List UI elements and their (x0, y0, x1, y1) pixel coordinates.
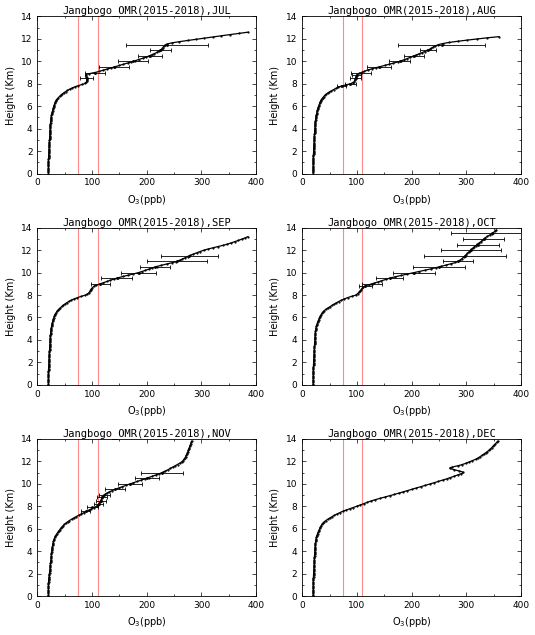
X-axis label: O$_3$(ppb): O$_3$(ppb) (392, 615, 431, 629)
Y-axis label: Height (Km): Height (Km) (270, 488, 280, 547)
Y-axis label: Height (Km): Height (Km) (5, 488, 16, 547)
Title: Jangbogo_OMR(2015-2018),OCT: Jangbogo_OMR(2015-2018),OCT (327, 217, 496, 228)
Y-axis label: Height (Km): Height (Km) (5, 65, 16, 124)
Title: Jangbogo_OMR(2015-2018),AUG: Jangbogo_OMR(2015-2018),AUG (327, 6, 496, 17)
X-axis label: O$_3$(ppb): O$_3$(ppb) (127, 193, 167, 207)
X-axis label: O$_3$(ppb): O$_3$(ppb) (127, 404, 167, 418)
Title: Jangbogo_OMR(2015-2018),DEC: Jangbogo_OMR(2015-2018),DEC (327, 428, 496, 439)
Y-axis label: Height (Km): Height (Km) (270, 277, 280, 336)
Y-axis label: Height (Km): Height (Km) (5, 277, 16, 336)
Title: Jangbogo_OMR(2015-2018),SEP: Jangbogo_OMR(2015-2018),SEP (63, 217, 231, 228)
X-axis label: O$_3$(ppb): O$_3$(ppb) (392, 193, 431, 207)
X-axis label: O$_3$(ppb): O$_3$(ppb) (127, 615, 167, 629)
X-axis label: O$_3$(ppb): O$_3$(ppb) (392, 404, 431, 418)
Title: Jangbogo_OMR(2015-2018),NOV: Jangbogo_OMR(2015-2018),NOV (63, 428, 231, 439)
Y-axis label: Height (Km): Height (Km) (270, 65, 280, 124)
Title: Jangbogo_OMR(2015-2018),JUL: Jangbogo_OMR(2015-2018),JUL (63, 6, 231, 17)
